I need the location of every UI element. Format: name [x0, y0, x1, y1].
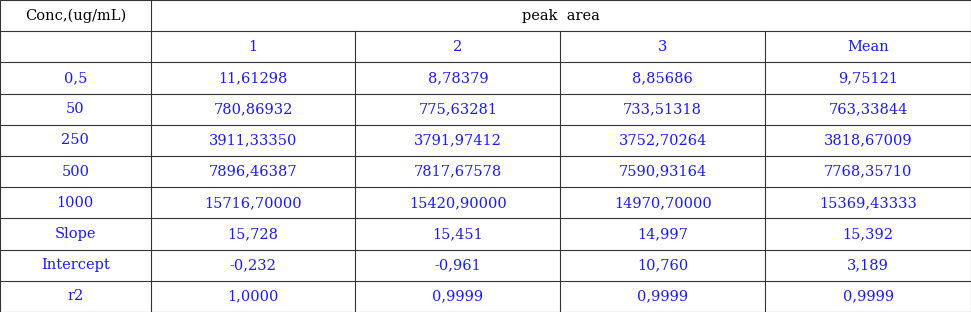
Text: 0,9999: 0,9999	[432, 290, 484, 303]
Text: 15716,70000: 15716,70000	[204, 196, 302, 210]
Text: 763,33844: 763,33844	[828, 102, 908, 116]
Text: 50: 50	[66, 102, 84, 116]
Text: 1,0000: 1,0000	[227, 290, 279, 303]
Text: 9,75121: 9,75121	[838, 71, 898, 85]
Text: 0,9999: 0,9999	[637, 290, 688, 303]
Text: 7590,93164: 7590,93164	[619, 165, 707, 178]
Text: 15,451: 15,451	[432, 227, 484, 241]
Text: 3: 3	[658, 40, 667, 54]
Text: -0,961: -0,961	[434, 258, 482, 272]
Text: -0,232: -0,232	[229, 258, 277, 272]
Text: 500: 500	[61, 165, 89, 178]
Text: 14,997: 14,997	[637, 227, 688, 241]
Text: Mean: Mean	[848, 40, 888, 54]
Text: 8,78379: 8,78379	[427, 71, 488, 85]
Text: 250: 250	[61, 134, 89, 147]
Text: Intercept: Intercept	[41, 258, 110, 272]
Text: Conc,(ug/mL): Conc,(ug/mL)	[24, 8, 126, 23]
Text: 10,760: 10,760	[637, 258, 688, 272]
Text: 1: 1	[249, 40, 257, 54]
Text: 15,392: 15,392	[843, 227, 893, 241]
Text: peak  area: peak area	[521, 9, 600, 22]
Text: 0,9999: 0,9999	[843, 290, 893, 303]
Text: 0,5: 0,5	[63, 71, 87, 85]
Text: 775,63281: 775,63281	[419, 102, 497, 116]
Text: 3911,33350: 3911,33350	[209, 134, 297, 147]
Text: 15420,90000: 15420,90000	[409, 196, 507, 210]
Text: 733,51318: 733,51318	[623, 102, 702, 116]
Text: 8,85686: 8,85686	[632, 71, 693, 85]
Text: 3,189: 3,189	[847, 258, 889, 272]
Text: 7768,35710: 7768,35710	[823, 165, 913, 178]
Text: 11,61298: 11,61298	[218, 71, 287, 85]
Text: 2: 2	[453, 40, 462, 54]
Text: Slope: Slope	[54, 227, 96, 241]
Text: 14970,70000: 14970,70000	[614, 196, 712, 210]
Text: 780,86932: 780,86932	[214, 102, 292, 116]
Text: 7817,67578: 7817,67578	[414, 165, 502, 178]
Text: 3791,97412: 3791,97412	[414, 134, 502, 147]
Text: 3752,70264: 3752,70264	[619, 134, 707, 147]
Text: 15369,43333: 15369,43333	[820, 196, 917, 210]
Text: 1000: 1000	[56, 196, 94, 210]
Text: 15,728: 15,728	[227, 227, 279, 241]
Text: 3818,67009: 3818,67009	[823, 134, 913, 147]
Text: r2: r2	[67, 290, 84, 303]
Text: 7896,46387: 7896,46387	[209, 165, 297, 178]
